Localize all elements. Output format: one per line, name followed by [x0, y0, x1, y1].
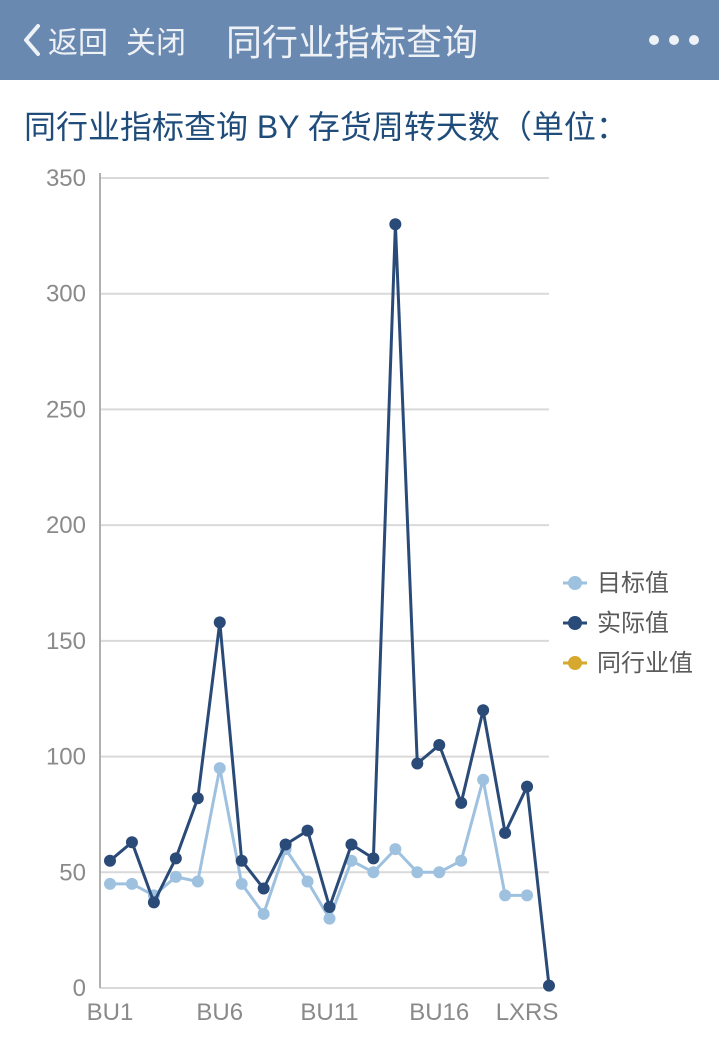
- x-tick-label: LXRS: [496, 999, 559, 1026]
- close-button[interactable]: 关闭: [126, 18, 186, 62]
- series-marker: [126, 878, 138, 890]
- series-marker: [345, 839, 357, 851]
- series-marker: [477, 774, 489, 786]
- series-marker: [280, 839, 292, 851]
- app-header: 返回 关闭 同行业指标查询: [0, 0, 719, 80]
- series-marker: [455, 855, 467, 867]
- dot-icon: [669, 35, 679, 45]
- y-tick-label: 150: [46, 628, 86, 655]
- legend-label: 目标值: [597, 570, 669, 597]
- series-marker: [367, 866, 379, 878]
- series-marker: [389, 218, 401, 230]
- x-tick-label: BU16: [409, 999, 469, 1026]
- series-marker: [192, 876, 204, 888]
- x-tick-label: BU1: [87, 999, 134, 1026]
- series-marker: [411, 866, 423, 878]
- back-label: 返回: [48, 18, 108, 62]
- series-marker: [455, 797, 467, 809]
- series-marker: [367, 852, 379, 864]
- series-marker: [302, 825, 314, 837]
- series-marker: [324, 913, 336, 925]
- series-marker: [104, 878, 116, 890]
- series-marker: [477, 704, 489, 716]
- series-marker: [499, 889, 511, 901]
- x-tick-label: BU6: [196, 999, 243, 1026]
- series-marker: [236, 855, 248, 867]
- line-chart: 0 50 100 150 200 250 300 350 BU1 BU6 BU11 BU16 LXRS 目…: [10, 158, 709, 1038]
- series-marker: [258, 882, 270, 894]
- back-button[interactable]: 返回: [20, 18, 108, 62]
- series-marker: [521, 781, 533, 793]
- series-marker: [521, 889, 533, 901]
- page-title: 同行业指标查询: [226, 14, 478, 66]
- legend-label: 实际值: [597, 610, 669, 637]
- y-tick-label: 350: [46, 165, 86, 192]
- y-tick-label: 0: [73, 975, 86, 1002]
- y-tick-label: 300: [46, 281, 86, 308]
- chart-container: 0 50 100 150 200 250 300 350 BU1 BU6 BU11 BU16 LXRS 目…: [0, 158, 719, 1048]
- series-marker: [389, 843, 401, 855]
- dot-icon: [649, 35, 659, 45]
- more-button[interactable]: [649, 35, 699, 45]
- x-tick-label: BU11: [300, 999, 358, 1026]
- series-marker: [433, 739, 445, 751]
- series-marker: [543, 980, 555, 992]
- series-marker: [214, 762, 226, 774]
- series-marker: [236, 878, 248, 890]
- chart-title: 同行业指标查询 BY 存货周转天数（单位：: [0, 80, 719, 158]
- series-marker: [499, 827, 511, 839]
- series-marker: [302, 876, 314, 888]
- chevron-left-icon: [20, 22, 42, 58]
- series-marker: [258, 908, 270, 920]
- y-tick-label: 200: [46, 512, 86, 539]
- series-marker: [411, 758, 423, 770]
- series-marker: [104, 855, 116, 867]
- series-marker: [192, 792, 204, 804]
- y-tick-label: 250: [46, 396, 86, 423]
- series-marker: [170, 871, 182, 883]
- series-marker: [170, 852, 182, 864]
- series-marker: [126, 836, 138, 848]
- series-marker: [148, 896, 160, 908]
- y-tick-label: 50: [59, 859, 86, 886]
- y-tick-label: 100: [46, 744, 86, 771]
- series-marker: [433, 866, 445, 878]
- dot-icon: [689, 35, 699, 45]
- series-marker: [214, 616, 226, 628]
- legend-label: 同行业值: [597, 650, 693, 677]
- series-marker: [324, 901, 336, 913]
